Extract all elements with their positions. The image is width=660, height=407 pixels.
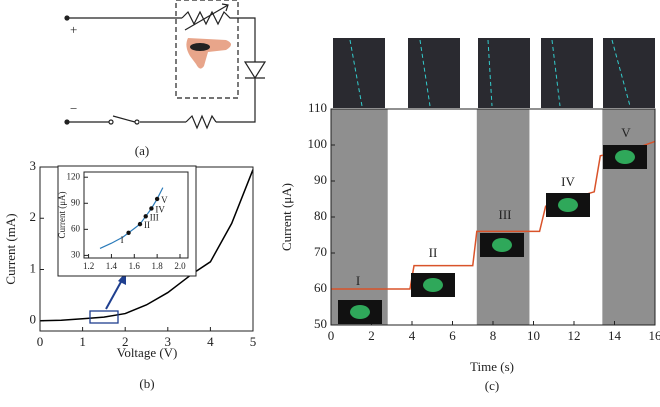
y-tick-label: 2 — [30, 209, 37, 224]
x-axis-label: Voltage (V) — [117, 345, 178, 360]
inset-frame — [58, 166, 196, 276]
data-point — [138, 222, 142, 226]
circuit — [65, 0, 265, 128]
x-tick-label: 1.4 — [106, 261, 118, 271]
x-axis-label: Time (s) — [470, 359, 514, 374]
y-tick-label: 90 — [314, 172, 327, 187]
x-tick-label: 4 — [207, 334, 214, 349]
x-tick-label: 0 — [328, 328, 335, 343]
shaded-span — [602, 109, 655, 325]
y-tick-label: 110 — [308, 100, 327, 115]
step-label: III — [499, 207, 512, 222]
y-tick-label: 3 — [30, 158, 37, 173]
y-tick-label: 0 — [30, 312, 37, 327]
y-tick-label: 50 — [314, 316, 327, 331]
panel-label: (b) — [139, 376, 154, 391]
data-point — [144, 214, 148, 218]
x-tick-label: 14 — [608, 328, 622, 343]
point-label: IV — [155, 205, 165, 215]
point-label: V — [161, 195, 168, 205]
x-tick-label: 5 — [250, 334, 257, 349]
x-tick-label: 0 — [37, 334, 44, 349]
led-glow — [615, 150, 635, 164]
zoom-arrow — [106, 280, 122, 309]
x-tick-label: 16 — [649, 328, 660, 343]
y-tick-label: 90 — [71, 197, 81, 207]
data-point — [126, 231, 130, 235]
led-glow — [423, 278, 443, 292]
step-label: I — [356, 273, 360, 288]
y-tick-label: 1 — [30, 260, 37, 275]
y-tick-label: 60 — [71, 223, 81, 233]
y-axis-label: Current (μA) — [279, 183, 294, 251]
y-tick-label: 120 — [67, 171, 81, 181]
panel-label: (c) — [485, 378, 499, 393]
x-tick-label: 2.0 — [174, 261, 186, 271]
x-tick-label: 12 — [568, 328, 581, 343]
y-tick-label: 80 — [314, 208, 327, 223]
y-tick-label: 100 — [308, 136, 328, 151]
y-tick-label: 30 — [71, 249, 81, 259]
x-tick-label: 2 — [368, 328, 375, 343]
y-axis-label: Current (mA) — [3, 213, 18, 284]
minus-sign: − — [70, 101, 77, 116]
x-tick-label: 10 — [527, 328, 540, 343]
x-tick-label: 1.6 — [129, 261, 141, 271]
step-label: V — [621, 125, 631, 140]
camera-frames — [333, 38, 655, 108]
x-tick-label: 1.2 — [83, 261, 94, 271]
led-glow — [492, 238, 512, 252]
point-label: I — [121, 235, 124, 245]
finger-photo — [186, 38, 231, 69]
led-glow — [558, 198, 578, 212]
x-tick-label: 1.8 — [152, 261, 164, 271]
x-tick-label: 6 — [449, 328, 456, 343]
data-point — [155, 197, 159, 201]
y-axis-label: Current (μA) — [57, 191, 67, 238]
plus-sign: + — [70, 22, 77, 37]
y-tick-label: 70 — [314, 244, 327, 259]
x-tick-label: 1 — [79, 334, 86, 349]
led-glow — [350, 305, 370, 319]
data-point — [149, 206, 153, 210]
x-tick-label: 8 — [490, 328, 497, 343]
step-label: IV — [561, 174, 575, 189]
shaded-span — [331, 109, 388, 325]
step-label: II — [429, 245, 438, 260]
panel-label: (a) — [135, 143, 149, 158]
x-tick-label: 4 — [409, 328, 416, 343]
y-tick-label: 60 — [314, 280, 327, 295]
